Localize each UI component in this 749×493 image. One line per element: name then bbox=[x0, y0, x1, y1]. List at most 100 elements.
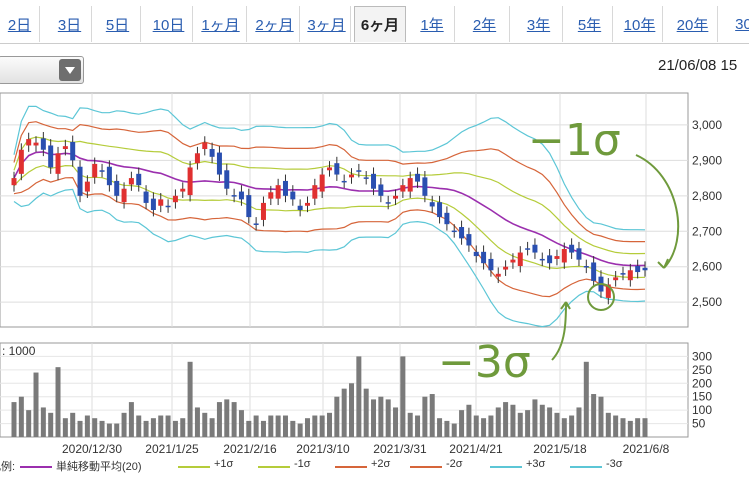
tab-13[interactable]: 10年 bbox=[617, 6, 663, 42]
candle-body bbox=[356, 170, 362, 172]
volume-bar bbox=[253, 415, 259, 437]
tab-12[interactable]: 5年 bbox=[567, 6, 613, 42]
volume-bar bbox=[349, 383, 355, 437]
volume-bar bbox=[260, 420, 266, 437]
chevron-down-icon[interactable] bbox=[59, 59, 81, 81]
candle-body bbox=[561, 249, 567, 263]
volume-bar bbox=[429, 394, 435, 437]
volume-bar bbox=[77, 420, 83, 437]
tab-6[interactable]: 2ヶ月 bbox=[250, 6, 300, 42]
volume-bar bbox=[635, 418, 641, 437]
tab-10[interactable]: 2年 bbox=[460, 6, 510, 42]
volume-bar bbox=[613, 415, 619, 437]
volume-bar bbox=[319, 415, 325, 437]
candle-body bbox=[165, 205, 171, 208]
candle-body bbox=[253, 223, 259, 225]
volume-bar bbox=[459, 410, 465, 437]
tab-1[interactable]: 2日 bbox=[0, 6, 40, 42]
volume-bar bbox=[488, 415, 494, 437]
tab-4[interactable]: 10日 bbox=[145, 6, 193, 42]
volume-bar bbox=[304, 418, 310, 437]
volume-bar bbox=[378, 396, 384, 437]
volume-bar bbox=[180, 418, 186, 437]
volume-bar bbox=[290, 420, 296, 437]
volume-bar bbox=[605, 412, 611, 437]
tab-7[interactable]: 3ヶ月 bbox=[303, 6, 351, 42]
volume-bar bbox=[481, 418, 487, 437]
band-line bbox=[13, 121, 645, 243]
volume-bar bbox=[26, 410, 32, 437]
volume-bar bbox=[356, 356, 362, 437]
candle-body bbox=[158, 199, 164, 206]
candle-body bbox=[371, 173, 377, 189]
annotation-circle bbox=[587, 283, 615, 311]
candle-body bbox=[473, 251, 479, 257]
period-tab-bar: 2日 3日 5日 10日 1ヶ月 2ヶ月 3ヶ月 6ヶ月 1年 2年 3年 5年 10年 20年 30 bbox=[0, 0, 749, 44]
volume-bar bbox=[393, 407, 399, 437]
volume-bar bbox=[99, 420, 105, 437]
legend-swatch bbox=[570, 466, 602, 468]
volume-bar bbox=[121, 412, 127, 437]
volume-bar bbox=[282, 415, 288, 437]
legend-prefix: 凡例: bbox=[0, 461, 16, 473]
candle-body bbox=[319, 174, 325, 192]
tab-9[interactable]: 1年 bbox=[410, 6, 455, 42]
volume-bar bbox=[106, 423, 112, 437]
tab-divider bbox=[0, 43, 749, 44]
volume-bar bbox=[620, 418, 626, 437]
volume-bar bbox=[437, 418, 443, 437]
volume-bar bbox=[334, 396, 340, 437]
annotation-minus-1-sigma: −1σ bbox=[528, 115, 621, 166]
volume-bar bbox=[136, 415, 142, 437]
band-line bbox=[13, 105, 646, 231]
volume-bar bbox=[40, 407, 46, 437]
volume-bar bbox=[202, 412, 208, 437]
volume-bar bbox=[642, 418, 648, 437]
candle-body bbox=[576, 248, 582, 260]
tab-14[interactable]: 20年 bbox=[668, 6, 718, 42]
tab-5[interactable]: 1ヶ月 bbox=[195, 6, 247, 42]
candle-body bbox=[385, 202, 391, 204]
timestamp: 21/06/08 15 bbox=[658, 57, 738, 74]
chart-type-select[interactable] bbox=[0, 56, 84, 84]
candle-body bbox=[393, 195, 399, 199]
volume-bar bbox=[268, 415, 274, 437]
legend-label: -3σ bbox=[606, 458, 623, 470]
volume-bar bbox=[591, 394, 597, 437]
legend-label: +1σ bbox=[214, 458, 234, 470]
volume-bar bbox=[62, 418, 68, 437]
candle-body bbox=[539, 258, 545, 261]
volume-bar bbox=[165, 415, 171, 437]
tab-15[interactable]: 30 bbox=[724, 6, 749, 42]
x-tick-label: 2021/4/21 bbox=[449, 442, 503, 456]
candle-body bbox=[334, 163, 340, 175]
candle-body bbox=[415, 173, 421, 182]
candle-body bbox=[554, 256, 560, 259]
candle-body bbox=[466, 234, 472, 246]
tab-11[interactable]: 3年 bbox=[515, 6, 563, 42]
candle-body bbox=[70, 141, 76, 161]
volume-bar bbox=[128, 402, 134, 437]
x-tick-label: 2021/3/10 bbox=[296, 442, 350, 456]
volume-bar bbox=[466, 404, 472, 437]
volume-bar bbox=[172, 420, 178, 437]
candle-body bbox=[620, 273, 626, 275]
tab-8[interactable]: 6ヶ月 bbox=[354, 6, 406, 42]
volume-bar bbox=[297, 423, 303, 437]
candle-body bbox=[180, 188, 186, 192]
volume-bar bbox=[209, 418, 215, 437]
candle-body bbox=[481, 251, 487, 264]
volume-bar bbox=[422, 396, 428, 437]
x-tick-label: 2021/2/16 bbox=[223, 442, 277, 456]
x-tick-label: 2021/5/18 bbox=[533, 442, 587, 456]
legend-swatch bbox=[410, 466, 442, 468]
candle-body bbox=[275, 185, 281, 199]
candle-body bbox=[517, 252, 523, 267]
candle-body bbox=[525, 248, 531, 250]
tab-2[interactable]: 3日 bbox=[48, 6, 92, 42]
volume-tick-label: 300 bbox=[692, 349, 712, 363]
candle-body bbox=[635, 266, 641, 273]
volume-bar bbox=[371, 399, 377, 437]
volume-bar bbox=[444, 420, 450, 437]
tab-3[interactable]: 5日 bbox=[95, 6, 141, 42]
